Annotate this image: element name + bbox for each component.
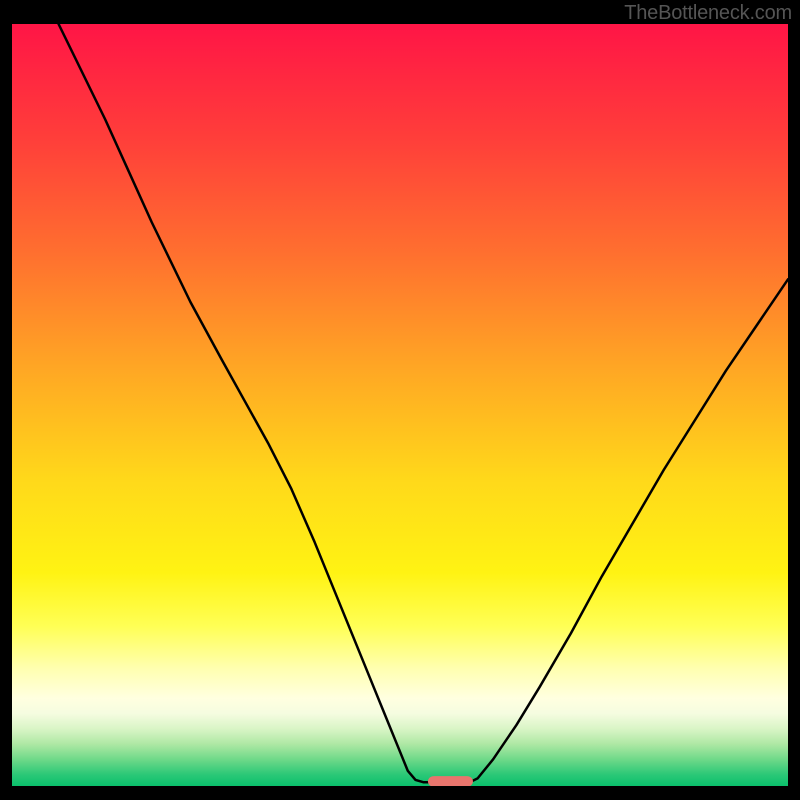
- chart-canvas: [12, 24, 788, 786]
- bottleneck-chart: [12, 24, 788, 786]
- gradient-background: [12, 24, 788, 786]
- optimal-marker: [428, 776, 473, 786]
- watermark-text: TheBottleneck.com: [624, 2, 792, 25]
